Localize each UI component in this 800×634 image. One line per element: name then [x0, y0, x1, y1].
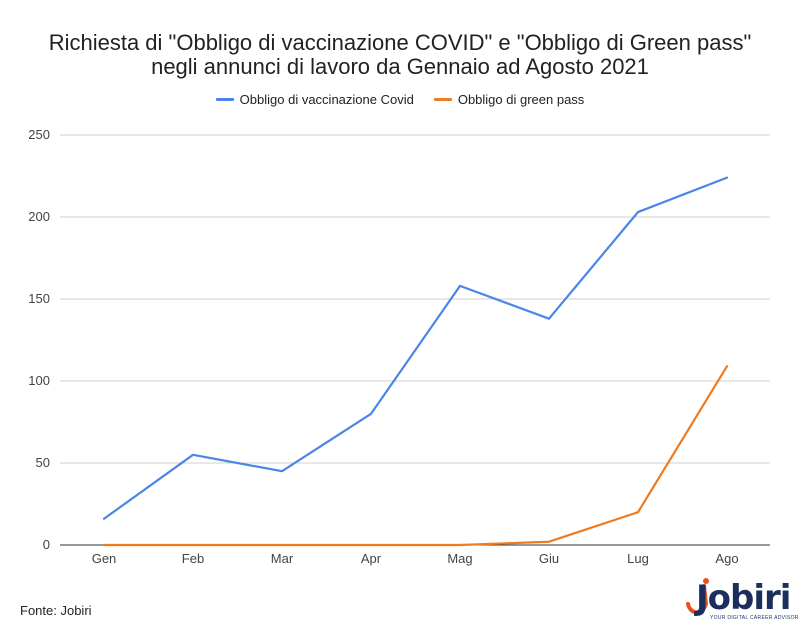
- x-tick-label: Giu: [539, 551, 559, 566]
- jobiri-logo: Jobiri YOUR DIGITAL CAREER ADVISOR: [680, 574, 798, 622]
- x-tick-label: Mar: [271, 551, 294, 566]
- logo-tagline: YOUR DIGITAL CAREER ADVISOR: [710, 615, 799, 621]
- chart-legend: Obbligo di vaccinazione Covid Obbligo di…: [0, 92, 800, 107]
- legend-item-vaccinazione: Obbligo di vaccinazione Covid: [215, 92, 414, 107]
- y-tick-label: 250: [28, 127, 50, 142]
- x-tick-label: Gen: [92, 551, 117, 566]
- logo-wordmark: Jobiri: [696, 578, 791, 618]
- y-tick-label: 50: [36, 455, 50, 470]
- legend-label-vaccinazione: Obbligo di vaccinazione Covid: [239, 92, 414, 107]
- chart-title-line-2: negli annunci di lavoro da Gennaio ad Ag…: [151, 54, 649, 79]
- x-tick-label: Mag: [447, 551, 472, 566]
- y-tick-label: 100: [28, 373, 50, 388]
- y-tick-label: 0: [43, 537, 50, 552]
- source-note: Fonte: Jobiri: [20, 603, 92, 618]
- chart-title-line-1: Richiesta di "Obbligo di vaccinazione CO…: [48, 30, 752, 55]
- legend-item-green-pass: Obbligo di green pass: [433, 92, 585, 107]
- x-tick-label: Ago: [715, 551, 738, 566]
- y-tick-label: 150: [28, 291, 50, 306]
- logo-swoosh-icon: [686, 578, 709, 615]
- legend-swatch-vaccinazione: [215, 98, 234, 101]
- y-tick-label: 200: [28, 209, 50, 224]
- legend-label-green-pass: Obbligo di green pass: [457, 92, 585, 107]
- series-line-green-pass: [102, 365, 729, 547]
- series-line-vaccinazione: [102, 176, 729, 520]
- legend-swatch-green-pass: [433, 98, 452, 101]
- x-tick-label: Feb: [182, 551, 204, 566]
- x-tick-label: Lug: [627, 551, 649, 566]
- x-tick-label: Apr: [361, 551, 382, 566]
